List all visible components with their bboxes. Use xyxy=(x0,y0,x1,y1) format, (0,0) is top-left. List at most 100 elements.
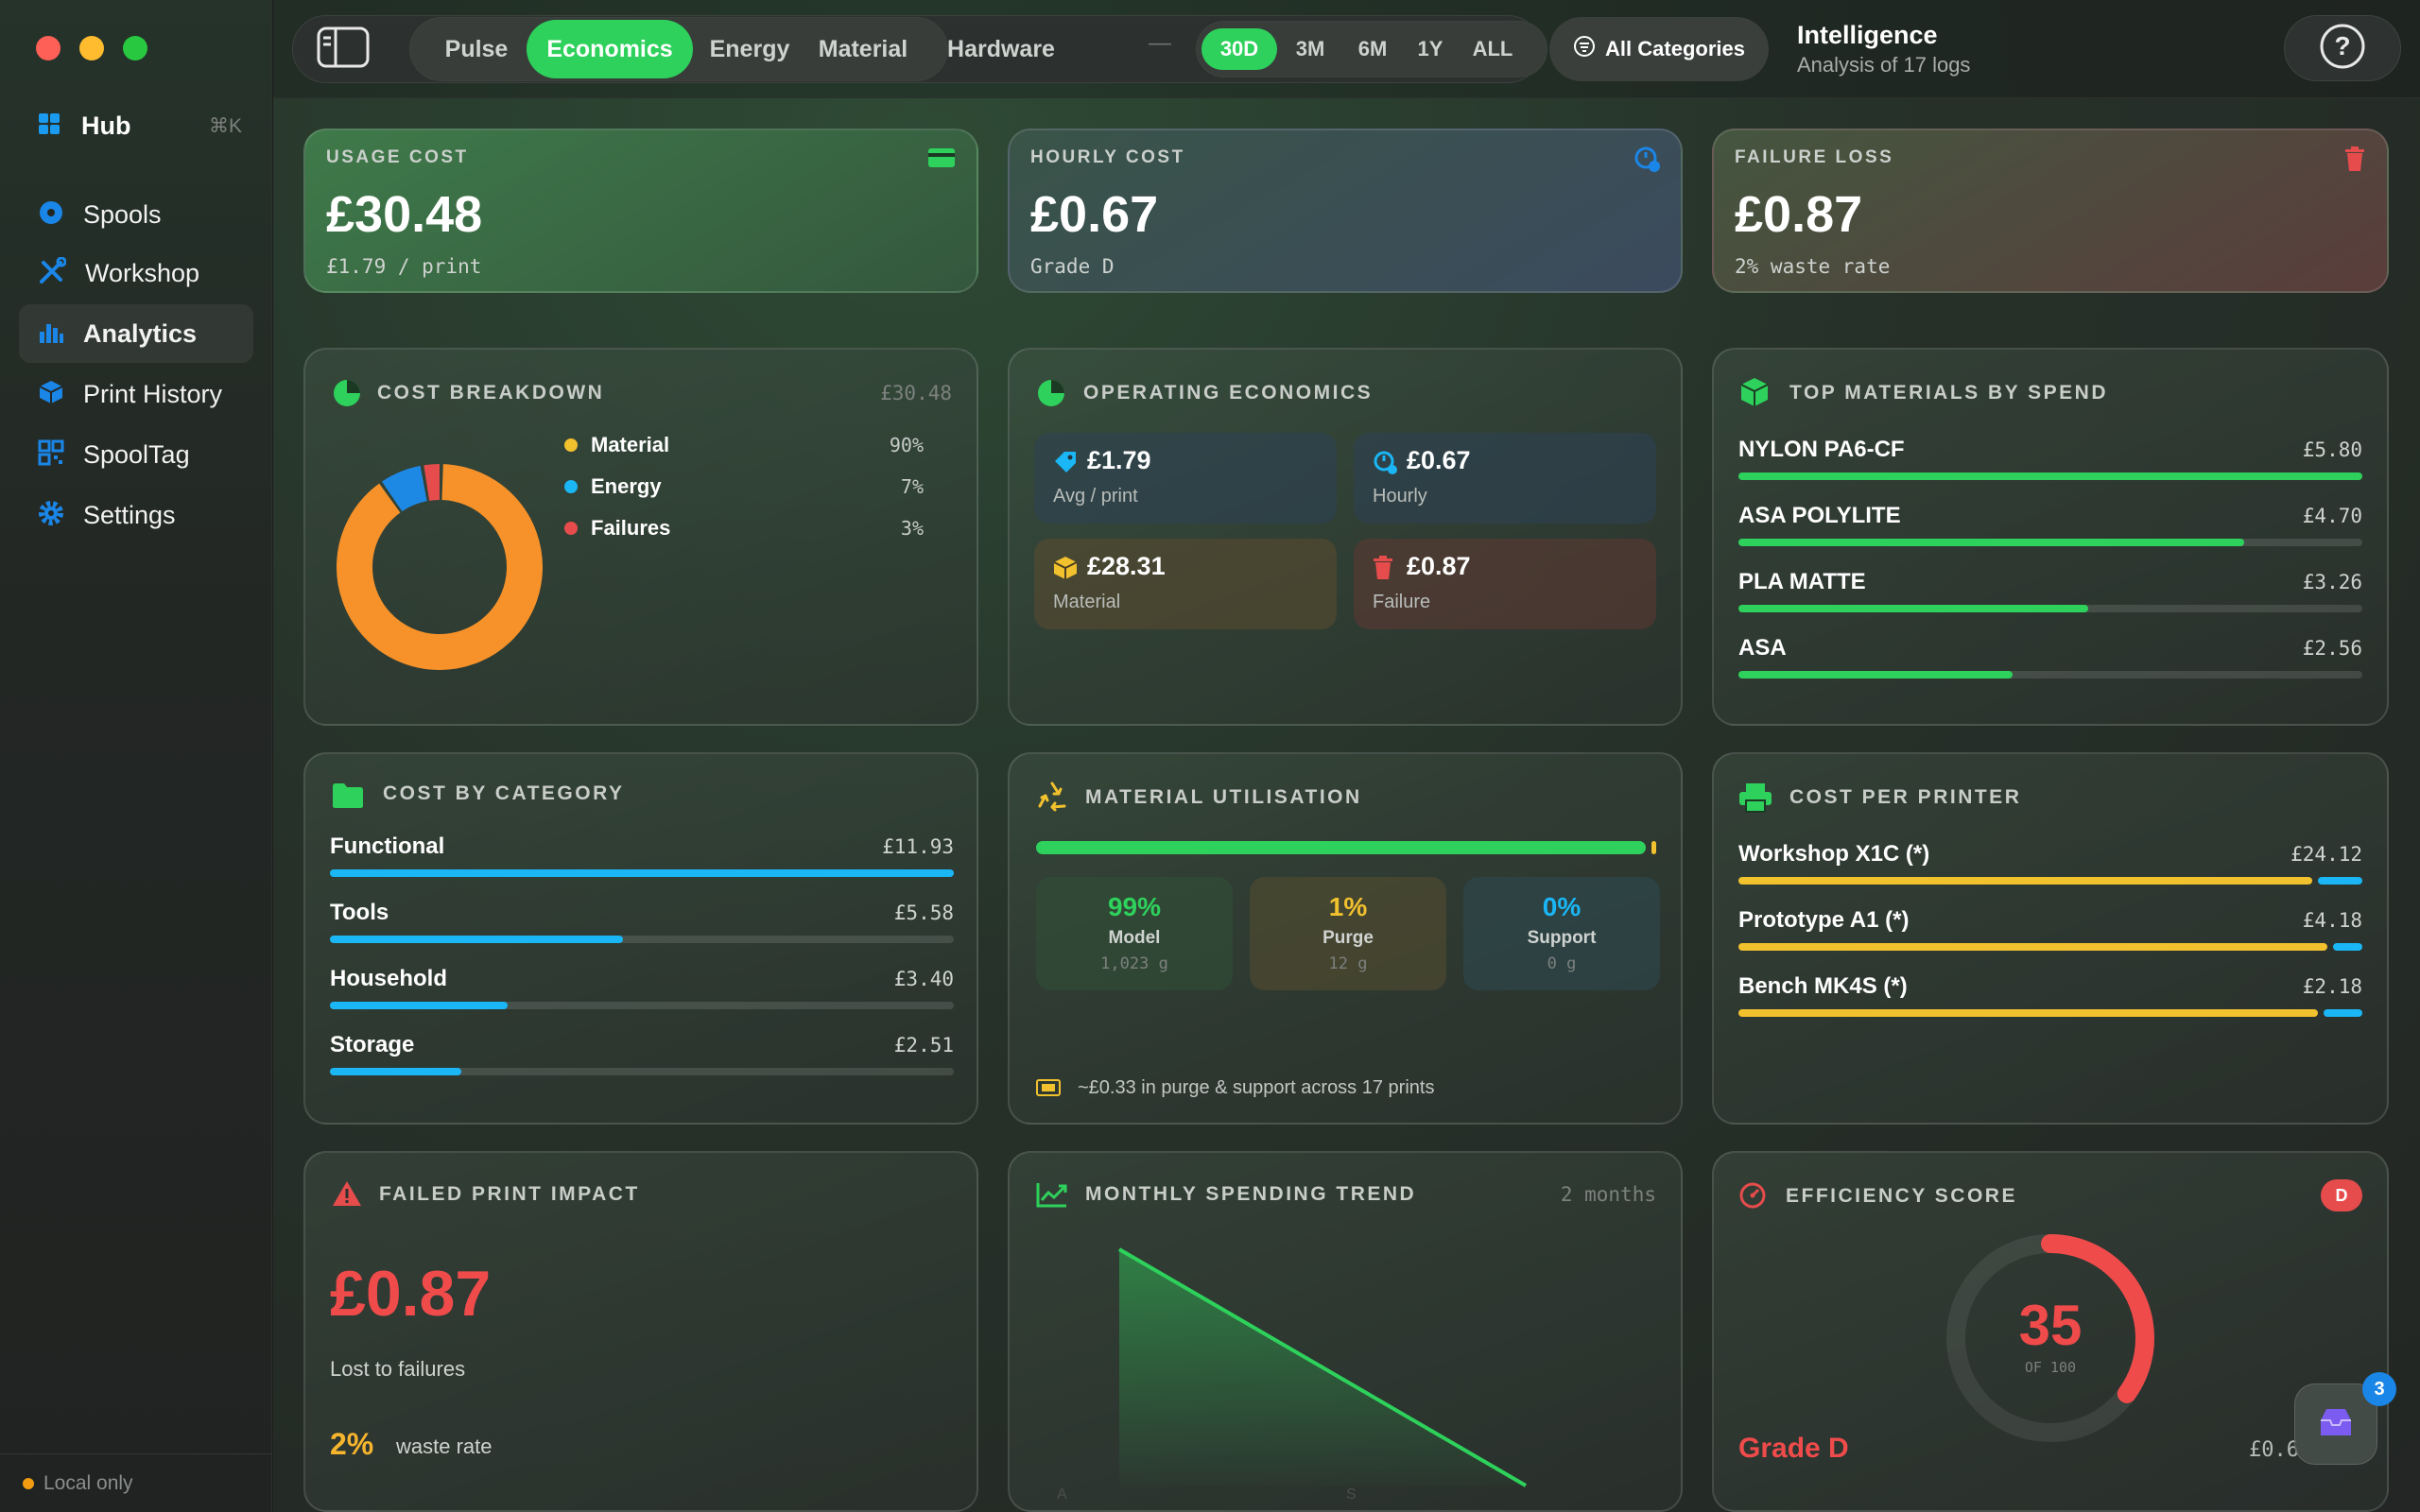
category-row-value: £5.58 xyxy=(893,902,954,924)
kpi-value: £0.67 xyxy=(1030,186,1159,243)
bar-track xyxy=(330,936,954,943)
material-row-value: £5.80 xyxy=(2302,438,2362,461)
card-total: £30.48 xyxy=(880,382,952,404)
sidebar: Hub ⌘K Spools Workshop Analytics Print H… xyxy=(0,0,272,1512)
grade-badge: D xyxy=(2321,1179,2362,1211)
sidebar-toggle-button[interactable] xyxy=(307,26,379,72)
kpi-failure-loss: FAILURE LOSS £0.87 2% waste rate xyxy=(1712,129,2389,293)
tile-label: Hourly xyxy=(1373,486,1427,507)
box-icon xyxy=(1053,556,1078,585)
maximize-window-button[interactable] xyxy=(123,36,147,60)
operating-economics-card: OPERATING ECONOMICS £1.79 Avg / print £0… xyxy=(1008,348,1683,726)
sidebar-item-analytics[interactable]: Analytics xyxy=(19,304,253,363)
category-row-name: Functional xyxy=(330,833,445,859)
printer-material-bar xyxy=(1738,877,2312,885)
tile-hourly: £0.67 Hourly xyxy=(1354,433,1656,524)
grade-label: Grade D xyxy=(1738,1433,1849,1464)
tab-material[interactable]: Material xyxy=(818,35,908,62)
printer-cost: £4.18 xyxy=(2302,909,2362,932)
pie-chart-icon xyxy=(1036,378,1066,413)
kpi-subtitle: Grade D xyxy=(1030,255,1115,278)
cube-icon xyxy=(38,379,64,410)
range-6m[interactable]: 6M xyxy=(1357,37,1388,60)
main-content: Pulse Economics Energy Material Hardware… xyxy=(273,0,2420,1512)
tile-avg-per-print: £1.79 Avg / print xyxy=(1034,433,1337,524)
utilisation-purge-segment xyxy=(1651,841,1657,854)
util-pct: 1% xyxy=(1328,892,1368,921)
printer-row: Workshop X1C (*) £24.12 xyxy=(1738,841,2362,888)
printer-cost: £24.12 xyxy=(2290,843,2362,866)
filter-icon xyxy=(1573,35,1596,63)
tab-pulse[interactable]: Pulse xyxy=(444,35,509,62)
trend-chart-icon xyxy=(1036,1181,1068,1212)
tab-economics[interactable]: Economics xyxy=(527,20,693,78)
donut-slice-failures xyxy=(337,464,543,670)
minimize-window-button[interactable] xyxy=(79,36,104,60)
efficiency-score-ring xyxy=(1946,1234,2154,1442)
range-30d[interactable]: 30D xyxy=(1201,28,1277,70)
cost-breakdown-card: COST BREAKDOWN £30.48 Material 90% Energ… xyxy=(303,348,978,726)
range-3m[interactable]: 3M xyxy=(1295,37,1325,60)
spool-icon xyxy=(38,199,64,231)
tile-label: Avg / print xyxy=(1053,486,1138,507)
kpi-usage-cost: USAGE COST £30.48 £1.79 / print xyxy=(303,129,978,293)
category-row-name: Household xyxy=(330,966,447,991)
close-window-button[interactable] xyxy=(36,36,60,60)
material-utilisation-card: MATERIAL UTILISATION 99% Model 1,023 g 1… xyxy=(1008,752,1683,1125)
pie-chart-icon xyxy=(332,378,362,413)
failed-loss-value: £0.87 xyxy=(330,1258,492,1330)
sidebar-item-settings[interactable]: Settings xyxy=(19,486,253,544)
printer-material-bar xyxy=(1738,1009,2319,1017)
range-1y[interactable]: 1Y xyxy=(1417,37,1443,60)
bar-chart-icon xyxy=(38,318,64,350)
util-grams: 1,023 g xyxy=(1100,954,1168,973)
utilisation-note: ~£0.33 in purge & support across 17 prin… xyxy=(1078,1077,1435,1098)
status-dot xyxy=(23,1477,34,1489)
tile-material: £28.31 Material xyxy=(1034,539,1337,629)
printer-energy-bar xyxy=(2324,1009,2362,1017)
clock-icon xyxy=(1634,146,1662,179)
sidebar-item-spooltag[interactable]: SpoolTag xyxy=(19,425,253,484)
tab-hardware[interactable]: Hardware xyxy=(947,35,1055,62)
category-filter-button[interactable]: All Categories xyxy=(1549,17,1769,81)
sidebar-item-workshop[interactable]: Workshop xyxy=(19,244,253,302)
svg-text:?: ? xyxy=(2334,31,2350,60)
sidebar-item-print-history[interactable]: Print History xyxy=(19,365,253,423)
tab-energy[interactable]: Energy xyxy=(709,35,790,62)
tile-value: £0.87 xyxy=(1407,552,1471,580)
sidebar-item-label: Settings xyxy=(83,500,176,529)
material-row-name: NYLON PA6-CF xyxy=(1738,437,1905,462)
printer-name: Prototype A1 (*) xyxy=(1738,907,1910,933)
util-tile-support: 0% Support 0 g xyxy=(1463,877,1660,990)
gauge-icon xyxy=(1738,1181,1767,1214)
bar-fill xyxy=(1738,539,2244,546)
cost-donut-chart xyxy=(337,464,543,671)
score-ring-progress xyxy=(1946,1234,2154,1442)
legend-dot xyxy=(564,522,578,535)
sidebar-hub[interactable]: Hub ⌘K xyxy=(38,112,242,141)
bar-fill xyxy=(330,1002,509,1009)
card-title: FAILED PRINT IMPACT xyxy=(379,1183,640,1205)
donut-slice-material xyxy=(337,464,543,671)
material-row: ASA POLYLITE £4.70 xyxy=(1738,503,2362,550)
sidebar-toggle-icon xyxy=(317,26,370,73)
help-button[interactable]: ? xyxy=(2284,15,2401,81)
tile-failure: £0.87 Failure xyxy=(1354,539,1656,629)
util-label: Support xyxy=(1527,928,1597,948)
hub-shortcut: ⌘K xyxy=(208,115,242,137)
sidebar-item-spools[interactable]: Spools xyxy=(19,185,253,244)
range-all[interactable]: ALL xyxy=(1472,37,1513,60)
util-tile-purge: 1% Purge 12 g xyxy=(1250,877,1446,990)
printer-energy-bar xyxy=(2333,943,2362,951)
kpi-subtitle: 2% waste rate xyxy=(1735,255,1891,278)
bar-track xyxy=(330,1068,954,1075)
waste-label: waste rate xyxy=(396,1435,493,1458)
utilisation-model-segment xyxy=(1036,841,1647,854)
material-row: ASA £2.56 xyxy=(1738,635,2362,682)
category-row-value: £11.93 xyxy=(882,835,954,858)
material-row-name: ASA xyxy=(1738,635,1787,661)
card-title: TOP MATERIALS BY SPEND xyxy=(1789,382,2108,404)
legend-material: Material 90% xyxy=(564,433,924,457)
kpi-value: £0.87 xyxy=(1735,186,1863,243)
